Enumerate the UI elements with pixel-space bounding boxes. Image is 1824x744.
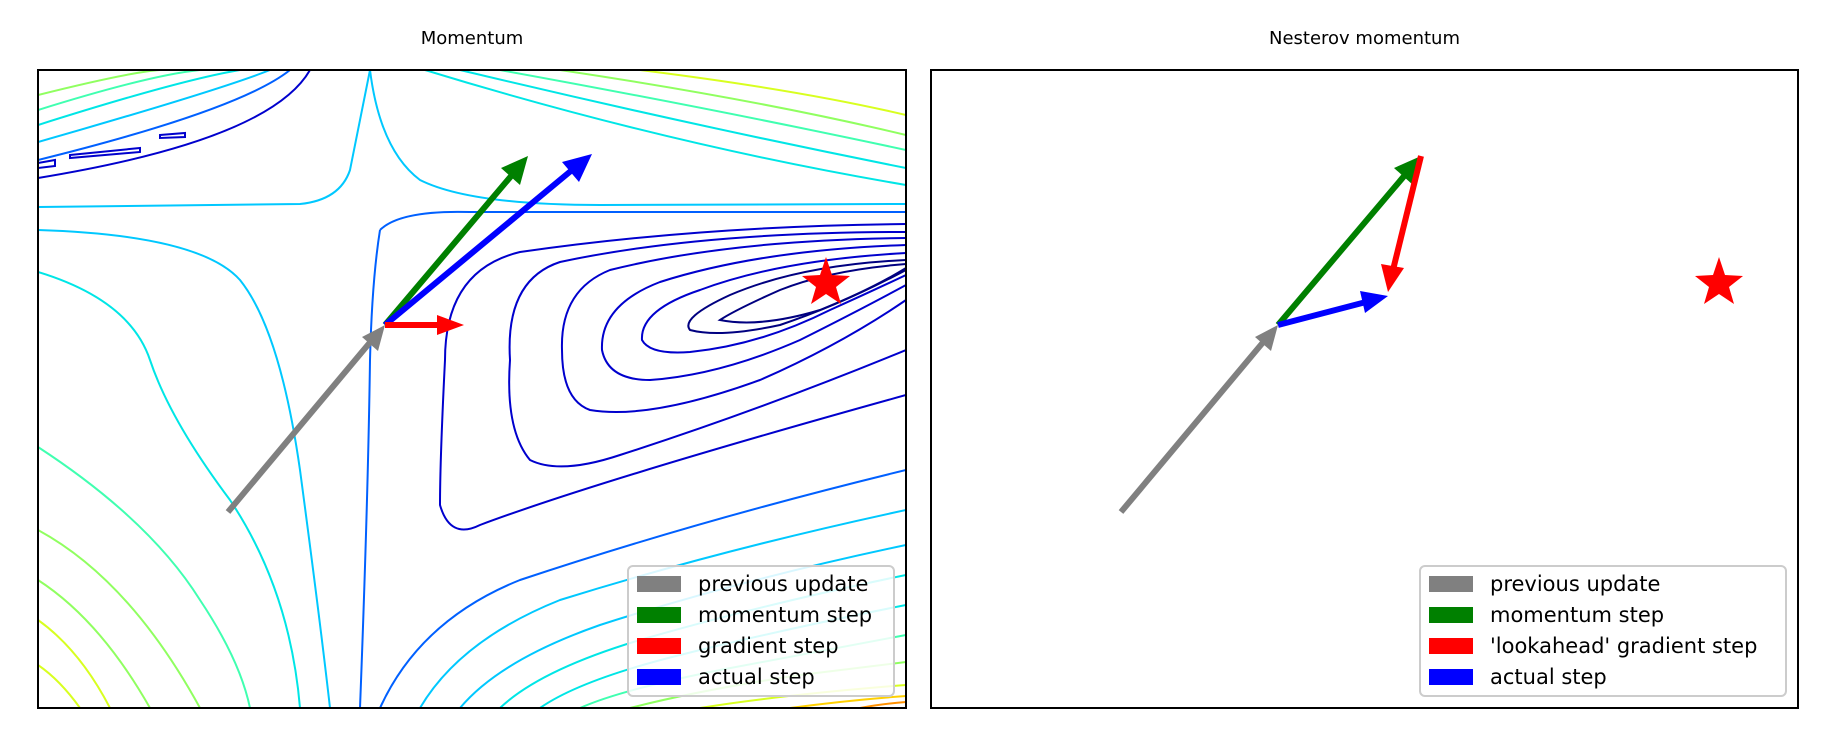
legend-label-momentum-step-nesterov: momentum step	[1490, 603, 1664, 627]
legend-swatch-actual-step	[637, 669, 681, 685]
arrow-actual-step-nesterov	[1277, 291, 1388, 328]
panel-momentum: previous update momentum step gradient s…	[37, 69, 907, 709]
optimum-star-nesterov	[1695, 257, 1743, 304]
arrow-momentum-step-momentum	[382, 156, 528, 327]
optimum-star-momentum	[802, 257, 850, 304]
panel-title-momentum: Momentum	[420, 28, 524, 49]
legend-swatch-previous-update-nesterov	[1429, 576, 1473, 592]
legend-swatch-lookahead-gradient-step	[1429, 638, 1473, 654]
legend-label-lookahead-gradient-step: 'lookahead' gradient step	[1490, 634, 1757, 658]
legend-swatch-actual-step-nesterov	[1429, 669, 1473, 685]
legend-swatch-previous-update	[637, 576, 681, 592]
panel-title-nesterov: Nesterov momentum	[1268, 28, 1460, 49]
legend-label-momentum-step: momentum step	[698, 603, 872, 627]
arrow-previous-update-nesterov	[1118, 325, 1278, 514]
axes-frame-momentum	[37, 69, 907, 709]
legend-nesterov: previous update momentum step 'lookahead…	[1419, 565, 1787, 697]
arrow-lookahead-gradient-step-nesterov	[1381, 155, 1424, 292]
arrow-gradient-step-momentum	[385, 315, 464, 335]
legend-label-previous-update: previous update	[698, 572, 868, 596]
legend-swatch-momentum-step-nesterov	[1429, 607, 1473, 623]
axes-frame-nesterov	[930, 69, 1799, 709]
legend-swatch-gradient-step	[637, 638, 681, 654]
legend-label-actual-step-nesterov: actual step	[1490, 665, 1607, 689]
legend-momentum: previous update momentum step gradient s…	[627, 565, 895, 697]
legend-swatch-momentum-step	[637, 607, 681, 623]
arrow-previous-update-momentum	[225, 325, 385, 514]
legend-label-gradient-step: gradient step	[698, 634, 839, 658]
arrow-actual-step-momentum	[383, 154, 592, 328]
legend-label-previous-update-nesterov: previous update	[1490, 572, 1660, 596]
legend-label-actual-step: actual step	[698, 665, 815, 689]
panel-nesterov: previous update momentum step 'lookahead…	[930, 69, 1799, 709]
